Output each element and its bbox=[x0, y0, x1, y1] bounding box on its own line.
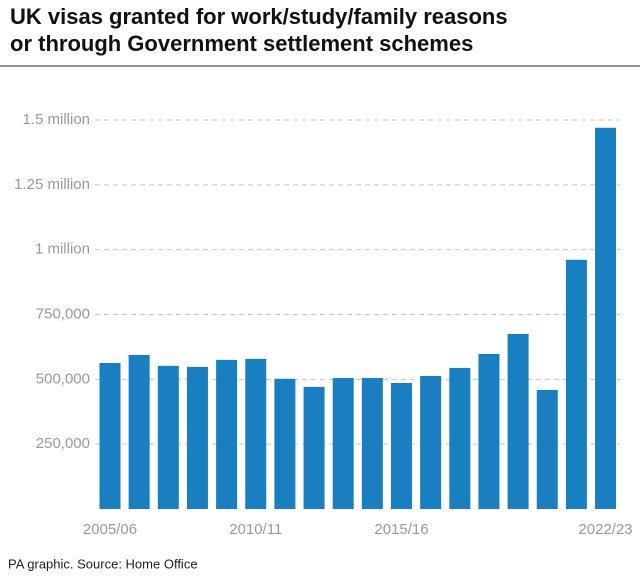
bar bbox=[420, 375, 442, 509]
chart-title-line: or through Government settlement schemes bbox=[10, 31, 473, 56]
x-tick-label: 2022/23 bbox=[578, 521, 632, 538]
chart-title-line: UK visas granted for work/study/family r… bbox=[10, 4, 508, 29]
bar bbox=[128, 354, 150, 509]
bar bbox=[536, 389, 558, 509]
x-tick-label: 2010/11 bbox=[229, 521, 282, 538]
bar bbox=[157, 365, 179, 509]
bar bbox=[391, 382, 412, 509]
y-tick-label: 1.25 million bbox=[14, 176, 90, 193]
y-tick-label: 750,000 bbox=[36, 305, 90, 322]
bar bbox=[595, 127, 617, 509]
bar bbox=[245, 358, 267, 509]
y-tick-label: 500,000 bbox=[36, 370, 90, 387]
bar bbox=[274, 378, 296, 509]
x-tick-label: 2015/16 bbox=[374, 521, 428, 538]
bar bbox=[186, 366, 208, 509]
bar bbox=[449, 367, 471, 509]
bar bbox=[99, 362, 121, 509]
bar bbox=[303, 386, 325, 509]
y-tick-label: 250,000 bbox=[36, 435, 90, 452]
bar bbox=[507, 333, 529, 509]
bar bbox=[565, 259, 587, 509]
y-tick-label: 1.5 million bbox=[22, 111, 90, 128]
bar bbox=[478, 353, 500, 509]
bar bbox=[332, 378, 354, 509]
bar bbox=[216, 359, 238, 509]
y-tick-label: 1 million bbox=[35, 241, 90, 258]
bar bbox=[361, 378, 383, 509]
source-note: PA graphic. Source: Home Office bbox=[8, 556, 198, 571]
x-tick-label: 2005/06 bbox=[83, 521, 137, 538]
